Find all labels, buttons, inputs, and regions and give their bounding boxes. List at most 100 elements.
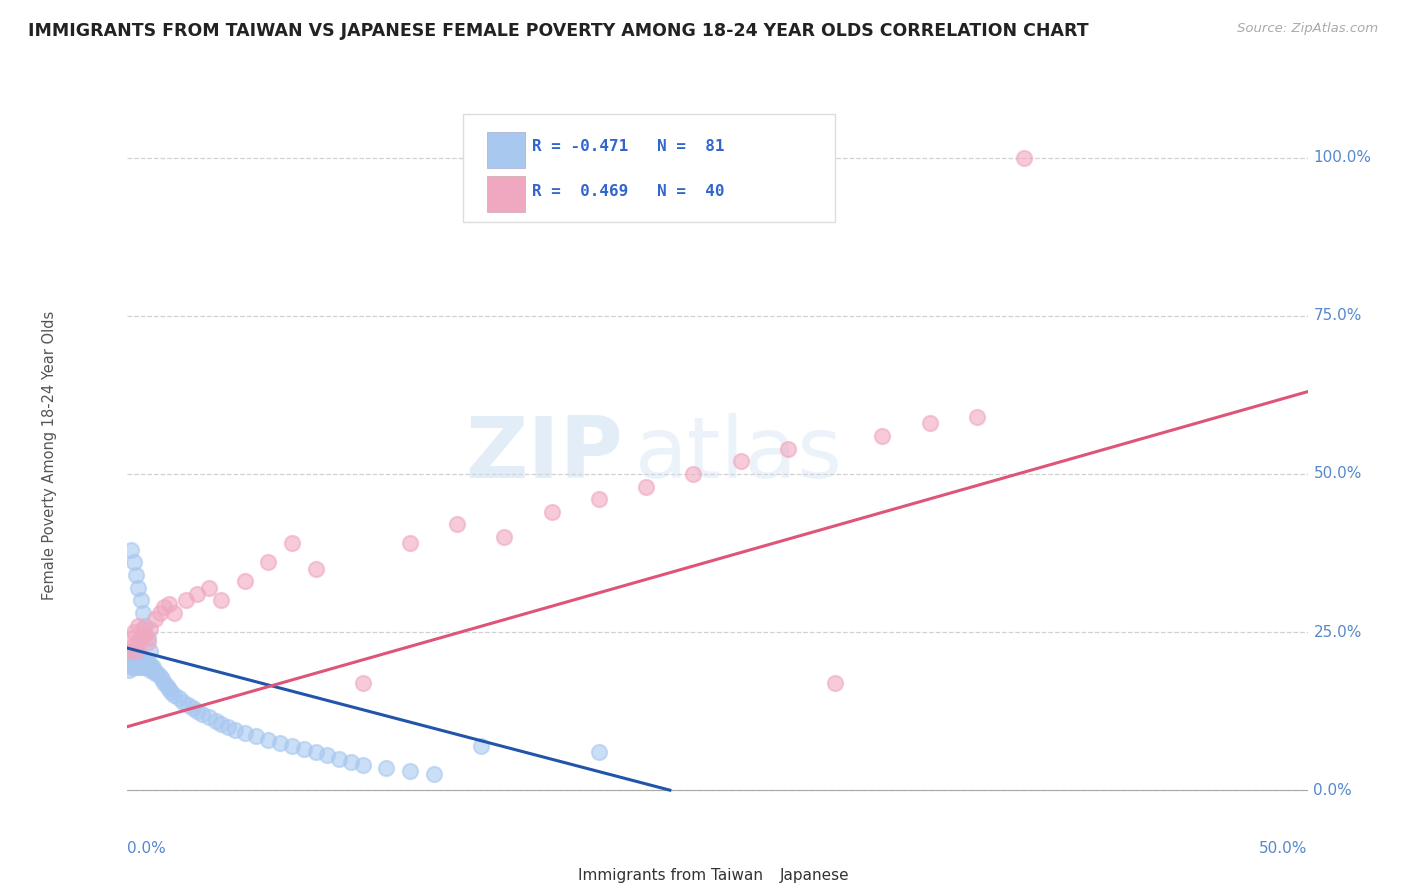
Point (141, 663, 163, 677)
Point (540, 505, 562, 519)
Point (304, 562, 326, 576)
Point (588, 745, 610, 759)
Point (125, 644, 148, 658)
Text: R =  0.469   N =  40: R = 0.469 N = 40 (531, 184, 724, 199)
Point (134, 653, 156, 667)
Point (328, 751, 350, 765)
Point (136, 634, 159, 648)
Point (257, 556, 280, 570)
Point (1012, 151, 1035, 165)
Point (129, 660, 152, 674)
Point (399, 764, 422, 779)
Point (127, 657, 149, 671)
Point (127, 581, 149, 595)
Point (470, 739, 492, 753)
Point (494, 530, 516, 544)
Point (233, 726, 256, 740)
Point (304, 745, 326, 759)
Point (134, 618, 156, 632)
Point (340, 755, 363, 769)
Point (118, 663, 141, 677)
Point (127, 653, 149, 667)
FancyBboxPatch shape (486, 176, 524, 212)
Point (127, 618, 149, 632)
Point (143, 612, 166, 626)
Point (136, 660, 159, 674)
Text: 50.0%: 50.0% (1260, 841, 1308, 856)
Point (134, 657, 156, 671)
Point (146, 666, 169, 681)
Point (446, 517, 468, 532)
Point (872, 429, 894, 443)
Point (129, 653, 152, 667)
Point (149, 669, 172, 683)
Point (181, 701, 204, 715)
Point (127, 634, 149, 648)
Point (125, 650, 148, 665)
Point (281, 739, 304, 753)
Point (125, 657, 148, 671)
Text: 0.0%: 0.0% (127, 841, 166, 856)
Point (139, 622, 162, 636)
FancyBboxPatch shape (745, 864, 773, 887)
Text: 50.0%: 50.0% (1313, 467, 1362, 482)
Point (163, 606, 186, 620)
Point (127, 660, 149, 674)
Point (316, 748, 339, 763)
Point (150, 673, 173, 687)
Text: 0.0%: 0.0% (1313, 782, 1353, 797)
Point (118, 644, 141, 658)
Point (139, 657, 162, 671)
Point (824, 675, 846, 690)
Point (122, 647, 145, 661)
Point (132, 660, 155, 674)
Point (157, 681, 180, 696)
Point (129, 632, 152, 646)
Point (132, 622, 155, 636)
Point (292, 742, 315, 756)
Text: Female Poverty Among 18-24 Year Olds: Female Poverty Among 18-24 Year Olds (42, 310, 58, 599)
Point (127, 647, 149, 661)
Point (132, 606, 155, 620)
Point (174, 593, 197, 607)
Point (122, 660, 145, 674)
Point (163, 688, 186, 702)
Point (122, 638, 145, 652)
Point (139, 644, 162, 658)
Point (281, 536, 304, 550)
Point (136, 657, 159, 671)
Point (422, 767, 444, 781)
Point (224, 723, 246, 737)
Point (122, 625, 145, 640)
Point (160, 685, 183, 699)
Point (375, 761, 398, 775)
Point (122, 650, 145, 665)
Point (118, 650, 141, 665)
Text: Source: ZipAtlas.com: Source: ZipAtlas.com (1237, 22, 1378, 36)
Text: Immigrants from Taiwan: Immigrants from Taiwan (578, 868, 762, 883)
Point (157, 597, 180, 611)
Point (120, 653, 142, 667)
Point (966, 409, 988, 424)
Text: 25.0%: 25.0% (1313, 624, 1362, 640)
Text: ZIP: ZIP (465, 413, 623, 497)
Point (132, 657, 155, 671)
Text: IMMIGRANTS FROM TAIWAN VS JAPANESE FEMALE POVERTY AMONG 18-24 YEAR OLDS CORRELAT: IMMIGRANTS FROM TAIWAN VS JAPANESE FEMAL… (28, 22, 1088, 40)
Point (120, 542, 142, 557)
Point (118, 657, 141, 671)
Point (257, 732, 280, 747)
Point (588, 492, 610, 507)
Point (134, 660, 156, 674)
Point (245, 730, 267, 744)
Point (129, 650, 152, 665)
Point (352, 757, 374, 772)
FancyBboxPatch shape (463, 114, 835, 222)
Point (120, 647, 142, 661)
Text: 100.0%: 100.0% (1313, 150, 1371, 165)
Text: 75.0%: 75.0% (1313, 309, 1362, 323)
Point (132, 653, 155, 667)
Point (156, 679, 179, 693)
Point (136, 632, 159, 646)
Point (120, 644, 142, 658)
Point (153, 675, 176, 690)
